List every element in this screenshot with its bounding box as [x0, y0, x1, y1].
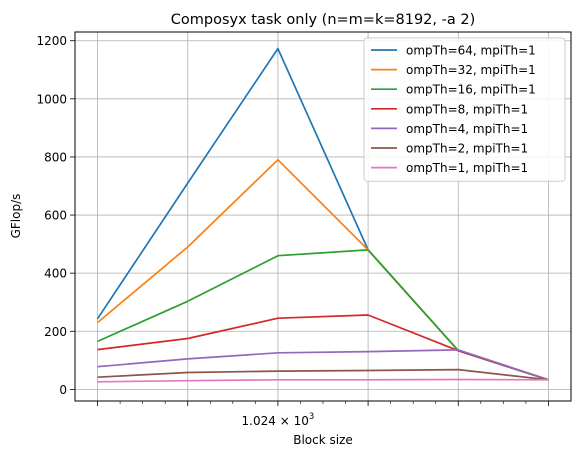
- y-tick-label-1: 200: [44, 325, 67, 339]
- legend-label-6: ompTh=1, mpiTh=1: [406, 161, 528, 175]
- x-tick-label-0: 1.024 × 103: [242, 412, 315, 428]
- legend-label-5: ompTh=2, mpiTh=1: [406, 142, 528, 156]
- y-tick-label-4: 800: [44, 150, 67, 164]
- series-line-1: [96, 158, 549, 381]
- axis-ticks: 1.024 × 103 0 200 400 600 800 1000 1200: [36, 34, 549, 428]
- series-line-4: [97, 349, 549, 381]
- legend-label-1: ompTh=32, mpiTh=1: [406, 63, 536, 77]
- legend-box: [363, 37, 566, 182]
- legend: ompTh=64, mpiTh=1 ompTh=32, mpiTh=1 ompTh=…: [363, 37, 566, 182]
- legend-label-3: ompTh=8, mpiTh=1: [406, 102, 528, 116]
- y-tick-label-6: 1200: [36, 34, 67, 48]
- legend-label-4: ompTh=4, mpiTh=1: [406, 122, 528, 136]
- y-tick-label-2: 400: [44, 267, 67, 281]
- plot-lines: [96, 47, 549, 383]
- series-line-5: [97, 368, 549, 381]
- y-tick-label-5: 1000: [36, 92, 67, 106]
- y-tick-label-0: 0: [59, 383, 67, 397]
- chart-title: Composyx task only (n=m=k=8192, -a 2): [171, 12, 475, 28]
- series-line-6: [97, 378, 549, 383]
- plot-frame: [74, 31, 572, 402]
- y-tick-label-3: 600: [44, 209, 67, 223]
- y-axis-label: GFlop/s: [9, 194, 23, 239]
- legend-label-2: ompTh=16, mpiTh=1: [406, 83, 536, 97]
- x-axis-label: Block size: [293, 433, 353, 447]
- legend-label-0: ompTh=64, mpiTh=1: [406, 44, 536, 58]
